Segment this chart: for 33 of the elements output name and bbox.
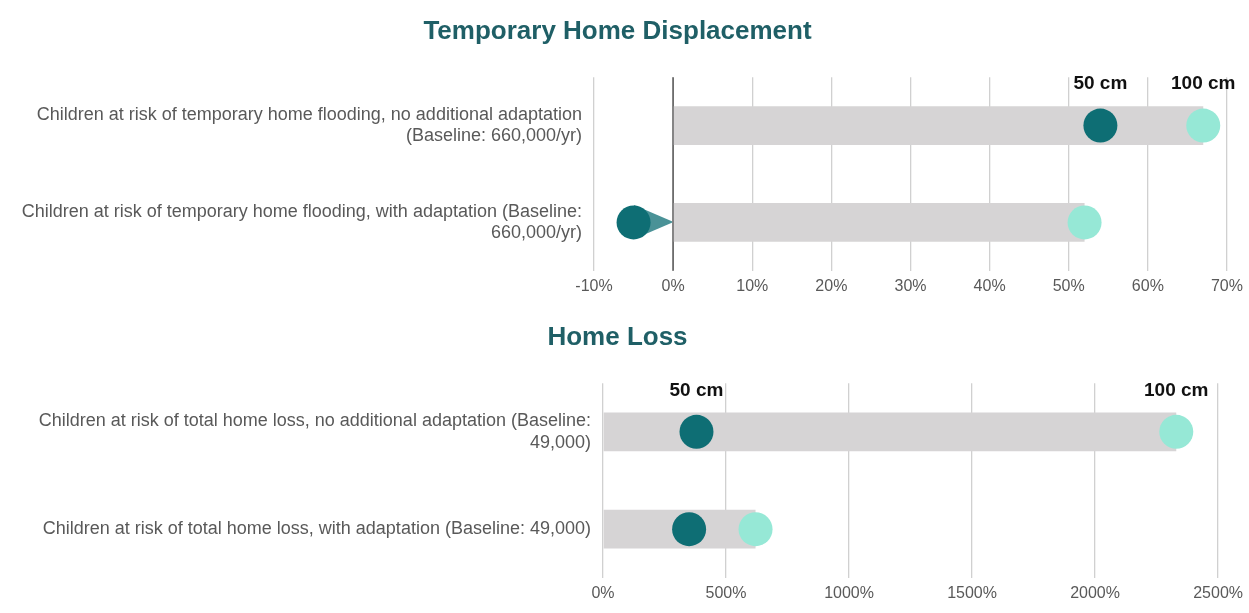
point xyxy=(1186,108,1221,143)
point xyxy=(1159,414,1194,449)
point xyxy=(616,205,651,240)
x-tick-label: 0% xyxy=(661,276,685,294)
chart-title: Home Loss xyxy=(547,320,688,351)
x-tick-label: 0% xyxy=(591,583,615,601)
y-tick-label: Children at risk of total home loss, with adaptation (Baseline: 49,000) xyxy=(42,518,591,539)
x-tick-label: 70% xyxy=(1210,276,1243,294)
x-tick-label: 1500% xyxy=(947,583,997,601)
chart-title: Temporary Home Displacement xyxy=(423,14,812,45)
x-tick-label: 500% xyxy=(705,583,747,601)
x-tick-label: 1000% xyxy=(824,583,874,601)
x-tick-label: 50% xyxy=(1052,276,1085,294)
x-tick-label: -10% xyxy=(575,276,613,294)
x-tick-label: 2000% xyxy=(1070,583,1120,601)
y-tick-label: Children at risk of total home loss, no additional adaptation (Baseline: 49,000) xyxy=(38,410,591,452)
x-tick-label: 60% xyxy=(1131,276,1164,294)
point xyxy=(672,512,707,547)
y-tick-label: Children at risk of temporary home flooding, with adaptation (Baseline: 660,000/yr) xyxy=(21,200,582,243)
y-tick-label: Children at risk of temporary home flooding, no additional adaptation (Baseline: 660,000/yr) xyxy=(36,103,582,146)
x-tick-label: 30% xyxy=(894,276,927,294)
series-label: 50 cm xyxy=(1073,72,1128,94)
point xyxy=(1083,108,1118,143)
x-tick-label: 10% xyxy=(736,276,769,294)
point xyxy=(738,512,773,547)
series-label: 100 cm xyxy=(1171,72,1236,94)
series-label: 100 cm xyxy=(1144,378,1209,400)
series-label: 50 cm xyxy=(669,378,724,400)
x-tick-label: 40% xyxy=(973,276,1006,294)
point xyxy=(679,414,714,449)
point xyxy=(1067,205,1102,240)
x-tick-label: 2500% xyxy=(1193,583,1243,601)
x-tick-label: 20% xyxy=(815,276,848,294)
